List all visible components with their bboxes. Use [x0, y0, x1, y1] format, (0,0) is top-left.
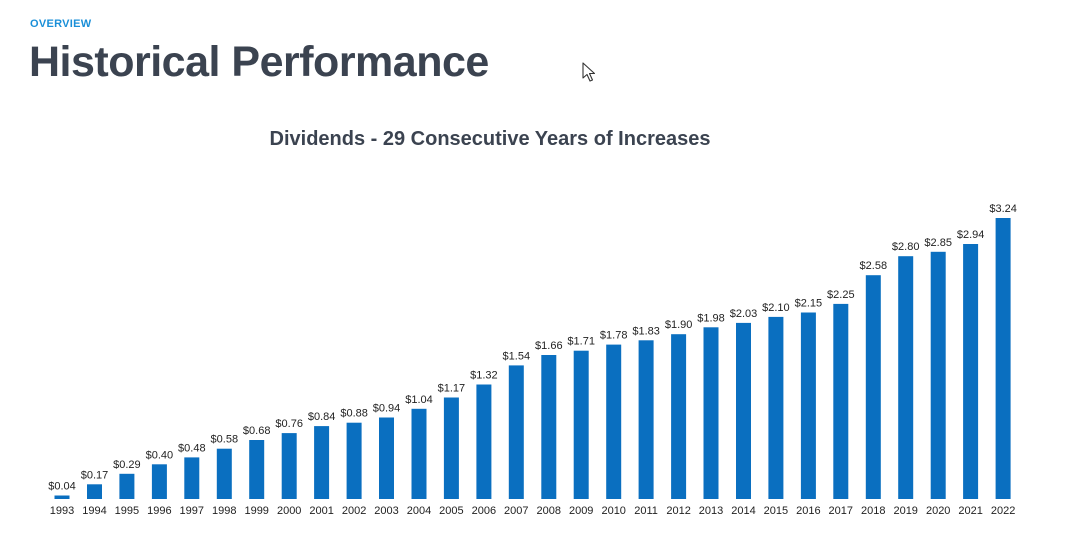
bar-2019	[898, 256, 914, 499]
bar-2018	[865, 275, 881, 499]
mouse-cursor-icon	[582, 62, 596, 82]
x-tick-label: 2018	[861, 505, 885, 517]
x-tick-label: 2016	[796, 505, 820, 517]
x-tick-label: 2021	[958, 505, 982, 517]
section-eyebrow: OVERVIEW	[30, 18, 92, 30]
x-tick-label: 2019	[893, 505, 917, 517]
x-tick-label: 2006	[472, 505, 496, 517]
bar-value-label: $0.58	[211, 434, 239, 446]
bar-value-label: $0.84	[308, 411, 336, 423]
bar-value-label: $2.03	[730, 308, 758, 320]
bar-2017	[833, 303, 849, 499]
x-tick-label: 2004	[407, 505, 431, 517]
x-tick-label: 2022	[991, 505, 1015, 517]
bar-2010	[606, 344, 622, 499]
x-tick-label: 2010	[601, 505, 625, 517]
bar-2007	[508, 365, 524, 499]
x-tick-label: 1998	[212, 505, 236, 517]
bar-value-label: $0.94	[373, 403, 401, 415]
bar-value-label: $2.15	[795, 298, 823, 310]
bar-value-label: $1.83	[632, 325, 660, 337]
x-tick-label: 1997	[180, 505, 204, 517]
bar-value-label: $2.85	[924, 237, 952, 249]
bar-value-label: $1.66	[535, 340, 563, 352]
x-tick-label: 2007	[504, 505, 528, 517]
bar-value-label: $0.88	[340, 408, 368, 420]
bar-1994	[87, 484, 102, 499]
bar-2015	[768, 316, 784, 499]
bar-1996	[151, 464, 167, 499]
bar-value-label: $2.94	[957, 229, 985, 241]
page-title: Historical Performance	[29, 38, 489, 86]
bar-2004	[411, 408, 427, 499]
bar-2016	[800, 312, 816, 499]
bar-value-label: $1.54	[503, 350, 531, 362]
x-tick-label: 2013	[699, 505, 723, 517]
bar-value-label: $3.24	[989, 203, 1017, 215]
bar-2013	[703, 327, 719, 499]
bar-1997	[184, 457, 200, 499]
bar-value-label: $0.76	[275, 418, 303, 430]
bar-value-label: $0.29	[113, 459, 141, 471]
x-tick-label: 2012	[666, 505, 690, 517]
bar-2012	[671, 334, 687, 499]
bar-value-label: $0.04	[48, 481, 76, 493]
x-tick-label: 2015	[764, 505, 788, 517]
bar-1999	[249, 440, 265, 499]
bar-value-label: $2.10	[762, 302, 790, 314]
bar-2011	[638, 340, 654, 499]
bar-value-label: $0.68	[243, 425, 271, 437]
bar-2008	[541, 355, 557, 499]
bar-2009	[573, 350, 589, 499]
x-tick-label: 2002	[342, 505, 366, 517]
bar-1995	[119, 473, 135, 499]
bar-2002	[346, 422, 362, 499]
bar-value-label: $1.71	[567, 336, 595, 348]
bar-2020	[930, 251, 946, 499]
x-tick-label: 1999	[244, 505, 268, 517]
x-tick-label: 2014	[731, 505, 755, 517]
bar-1993	[54, 495, 70, 499]
x-tick-label: 2017	[829, 505, 853, 517]
x-tick-label: 1996	[147, 505, 171, 517]
bar-2003	[379, 417, 394, 499]
x-tick-label: 2011	[634, 505, 658, 517]
bar-2006	[476, 384, 492, 499]
x-tick-label: 2003	[374, 505, 398, 517]
bar-value-label: $1.78	[600, 330, 628, 342]
bar-value-label: $1.17	[438, 383, 466, 395]
bar-2021	[963, 244, 979, 499]
bar-value-label: $2.25	[827, 289, 855, 301]
chart-title: Dividends - 29 Consecutive Years of Incr…	[269, 128, 711, 150]
x-tick-label: 2005	[439, 505, 463, 517]
x-tick-label: 2001	[309, 505, 333, 517]
x-tick-label: 2009	[569, 505, 593, 517]
x-tick-label: 1994	[82, 505, 106, 517]
bar-value-label: $0.40	[146, 449, 174, 461]
bar-value-label: $1.90	[665, 319, 693, 331]
bar-value-label: $0.48	[178, 442, 206, 454]
bar-2001	[314, 426, 330, 499]
x-tick-label: 2008	[537, 505, 561, 517]
bar-value-label: $2.80	[892, 241, 920, 253]
bar-value-label: $1.98	[697, 312, 725, 324]
bar-2022	[995, 218, 1011, 499]
bar-1998	[216, 448, 232, 499]
x-tick-label: 1995	[115, 505, 139, 517]
bar-value-label: $2.58	[860, 260, 888, 272]
bar-value-label: $1.04	[405, 394, 433, 406]
bar-2005	[443, 397, 459, 499]
x-tick-label: 2020	[926, 505, 950, 517]
x-tick-label: 1993	[50, 505, 74, 517]
bar-2000	[281, 433, 297, 499]
x-tick-label: 2000	[277, 505, 301, 517]
bar-2014	[736, 322, 751, 499]
bar-value-label: $1.32	[470, 370, 498, 382]
bar-value-label: $0.17	[81, 469, 109, 481]
